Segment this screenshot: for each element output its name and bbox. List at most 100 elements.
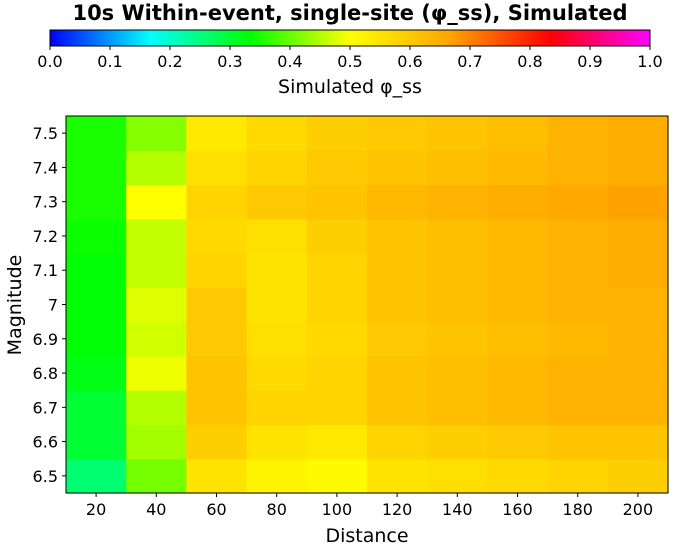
heatmap-cell <box>547 321 609 357</box>
heatmap-cell <box>126 150 187 186</box>
heatmap-cell <box>547 253 609 288</box>
heatmap-cell <box>126 424 187 460</box>
heatmap-cell <box>186 321 248 357</box>
colorbar-label: Simulated φ_ss <box>278 76 422 98</box>
heatmap-cell <box>186 150 248 186</box>
heatmap-cell <box>607 287 669 323</box>
heatmap-cell <box>306 184 368 220</box>
heatmap-cell <box>246 150 308 186</box>
heatmap-cell <box>487 253 549 288</box>
heatmap-cell <box>487 424 549 460</box>
heatmap-cell <box>306 355 368 391</box>
heatmap-cell <box>427 458 488 494</box>
heatmap-cell <box>246 390 308 426</box>
heatmap-cell <box>66 424 127 460</box>
x-tick-label: 180 <box>562 500 593 519</box>
heatmap-cell <box>607 458 669 494</box>
heatmap-cell <box>246 184 308 220</box>
colorbar-tick-label: 0.5 <box>337 52 362 71</box>
heatmap-cell <box>306 458 368 494</box>
heatmap-cell <box>66 184 127 220</box>
y-tick-label: 7.4 <box>33 158 58 177</box>
x-tick-label: 100 <box>322 500 353 519</box>
heatmap-cell <box>186 355 248 391</box>
heatmap-cell <box>306 321 368 357</box>
heatmap-cell <box>126 355 187 391</box>
heatmap-cell <box>66 390 127 426</box>
heatmap-cell <box>487 218 549 254</box>
heatmap-cell <box>367 150 428 186</box>
heatmap-cell <box>306 150 368 186</box>
heatmap-cell <box>246 321 308 357</box>
heatmap-cell <box>607 116 669 151</box>
heatmap-cell <box>487 355 549 391</box>
heatmap-cell <box>186 116 248 151</box>
heatmap-cell <box>306 390 368 426</box>
heatmap-cell <box>607 321 669 357</box>
heatmap-cell <box>66 150 127 186</box>
heatmap-cell <box>306 287 368 323</box>
heatmap-cell <box>427 184 488 220</box>
heatmap-cell <box>547 218 609 254</box>
heatmap-cell <box>547 116 609 151</box>
heatmap-cell <box>547 355 609 391</box>
heatmap-cell <box>246 287 308 323</box>
heatmap-cell <box>607 390 669 426</box>
heatmap-cell <box>367 184 428 220</box>
heatmap-cell <box>427 424 488 460</box>
y-tick-label: 6.8 <box>33 364 58 383</box>
heatmap-cell <box>607 218 669 254</box>
heatmap-cell <box>607 150 669 186</box>
heatmap-cell <box>607 424 669 460</box>
y-tick-label: 7.2 <box>33 227 58 246</box>
heatmap-cell <box>547 150 609 186</box>
heatmap-cell <box>547 458 609 494</box>
heatmap-cell <box>487 116 549 151</box>
heatmap-cell <box>306 424 368 460</box>
heatmap-cell <box>186 218 248 254</box>
heatmap-cell <box>427 218 488 254</box>
heatmap-cell <box>246 218 308 254</box>
heatmap-cell <box>246 253 308 288</box>
x-tick-label: 120 <box>382 500 413 519</box>
heatmap-cell <box>367 424 428 460</box>
y-tick-label: 7 <box>48 296 58 315</box>
heatmap-cell <box>547 184 609 220</box>
heatmap-cell <box>487 390 549 426</box>
x-axis-ticks: 20 40 60 80 100 120 140 160 180 200 <box>86 493 653 519</box>
heatmap-cell <box>487 184 549 220</box>
heatmap-cell <box>66 321 127 357</box>
y-axis-label: Magnitude <box>4 255 26 356</box>
y-axis-ticks: 6.5 6.6 6.7 6.8 6.9 7 7.1 7.2 7.3 7.4 7.5 <box>33 124 66 486</box>
colorbar-tick-label: 0.7 <box>457 52 482 71</box>
y-tick-label: 6.6 <box>33 433 58 452</box>
heatmap-cell <box>66 287 127 323</box>
heatmap-cell <box>367 321 428 357</box>
heatmap-cell <box>427 116 488 151</box>
colorbar-tick-label: 1.0 <box>637 52 662 71</box>
heatmap-cell <box>367 458 428 494</box>
heatmap-cell <box>66 116 127 151</box>
heatmap-cell <box>427 321 488 357</box>
heatmap-cell <box>126 253 187 288</box>
heatmap-cells <box>66 116 669 494</box>
heatmap-cell <box>66 253 127 288</box>
x-tick-label: 20 <box>86 500 106 519</box>
y-tick-label: 6.5 <box>33 467 58 486</box>
colorbar <box>49 29 651 47</box>
heatmap-cell <box>186 253 248 288</box>
colorbar-tick-label: 0.9 <box>577 52 602 71</box>
heatmap-cell <box>487 150 549 186</box>
heatmap-cell <box>246 355 308 391</box>
heatmap-cell <box>427 287 488 323</box>
colorbar-tick-label: 0.2 <box>157 52 182 71</box>
heatmap-cell <box>306 253 368 288</box>
heatmap-cell <box>66 355 127 391</box>
y-tick-label: 6.7 <box>33 398 58 417</box>
colorbar-tick-label: 0.4 <box>277 52 302 71</box>
heatmap-cell <box>427 253 488 288</box>
colorbar-tick-label: 0.3 <box>217 52 242 71</box>
heatmap-cell <box>186 287 248 323</box>
heatmap-cell <box>487 287 549 323</box>
heatmap-cell <box>306 116 368 151</box>
